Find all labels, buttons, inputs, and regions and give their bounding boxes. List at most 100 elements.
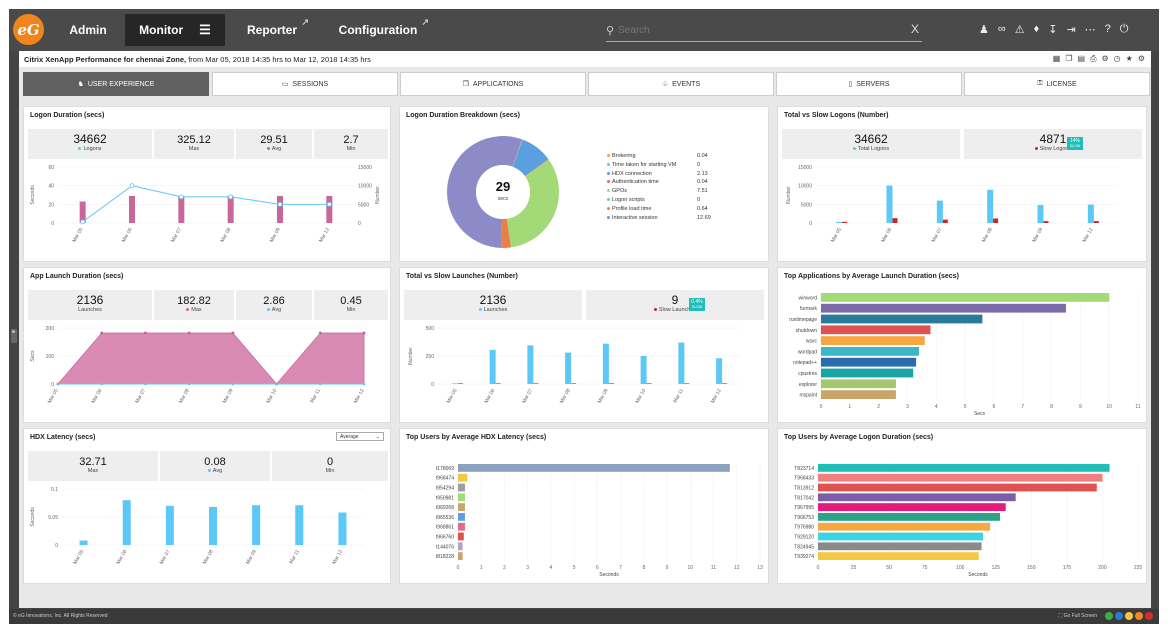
hamburger-menu-icon[interactable]: ☰: [199, 22, 211, 37]
bar: [458, 552, 463, 560]
badge-percent: 14%: [1069, 138, 1080, 144]
stat-min: 2.7 Min: [314, 129, 388, 159]
bar: [722, 383, 728, 384]
y-category-label: T967995: [794, 505, 814, 511]
panel-title: App Launch Duration (secs): [30, 273, 124, 280]
copy-icon[interactable]: ❐: [1065, 54, 1073, 63]
stat-value: 325.12: [177, 134, 211, 146]
stat-label: Max: [87, 468, 99, 474]
x-tick-label: 1: [848, 404, 851, 410]
status-critical-icon[interactable]: [1145, 612, 1153, 620]
stat-label: Launches: [404, 307, 582, 313]
nav-reporter[interactable]: Reporter ↗: [227, 14, 317, 46]
x-tick-label: 4: [935, 404, 938, 410]
data-point: [144, 382, 147, 386]
legend-value: 0.04: [697, 179, 708, 186]
legend-dot: [266, 147, 270, 151]
search-box[interactable]: ⚲ X: [606, 20, 922, 42]
legend-dot: [607, 154, 610, 158]
y-axis-label: Number: [408, 347, 414, 365]
status-indicators: [1105, 612, 1153, 620]
tab-user-experience[interactable]: ♞ USER EXPERIENCE: [23, 72, 209, 96]
x-axis-label: Seconds: [599, 572, 619, 578]
tab-servers[interactable]: ▯ SERVERS: [776, 72, 962, 96]
bar: [565, 352, 572, 384]
donut-slice: [506, 159, 559, 248]
bar: [458, 522, 465, 531]
status-info-icon[interactable]: [1115, 612, 1123, 620]
y-tick-label: 500: [426, 326, 435, 332]
user-icon[interactable]: ♟: [979, 24, 989, 36]
print-icon[interactable]: ⎙: [1090, 54, 1097, 63]
x-tick-label: 0: [817, 565, 820, 571]
y-tick-label: 5000: [358, 202, 369, 208]
y-category-label: t144076: [436, 544, 454, 550]
stat-max: 325.12 Max: [154, 129, 234, 159]
y-category-label: T976980: [794, 525, 814, 531]
bar: [79, 201, 86, 223]
nav-admin[interactable]: Admin: [54, 14, 122, 46]
tab-sessions[interactable]: ▭ SESSIONS: [212, 72, 398, 96]
nav-configuration[interactable]: Configuration ↗: [319, 14, 437, 46]
panel-title: Logon Duration Breakdown (secs): [406, 112, 520, 119]
y-category-label: T968433: [794, 476, 814, 482]
clock-icon[interactable]: ◷: [1113, 54, 1121, 63]
settings-icon[interactable]: ⚙: [1101, 54, 1109, 63]
nav-monitor[interactable]: Monitor ☰: [125, 14, 225, 46]
stat-value: 0.45: [340, 295, 362, 307]
tab-license[interactable]: ⚿ LICENSE: [964, 72, 1150, 96]
x-tick-label: 10: [1106, 404, 1112, 410]
signin-icon[interactable]: ⇥: [1066, 24, 1076, 36]
export-icon[interactable]: ▤: [1077, 54, 1086, 63]
eg-logo[interactable]: eG: [13, 14, 44, 45]
sidebar-toggle-handle[interactable]: ►: [11, 329, 17, 343]
power-icon[interactable]: ⏻: [1119, 23, 1129, 35]
bar: [818, 532, 983, 541]
clear-search-icon[interactable]: X: [910, 22, 919, 36]
x-tick-label: 4: [550, 565, 553, 571]
legend-dot: [607, 206, 610, 210]
bar: [457, 383, 463, 384]
y-category-label: notepad++: [793, 360, 817, 366]
tab-events[interactable]: ♧ EVENTS: [588, 72, 774, 96]
help-icon[interactable]: ?: [1104, 23, 1111, 35]
legend-value: 0: [697, 161, 701, 168]
stat-label: Logons: [28, 146, 152, 152]
download-icon[interactable]: ↧: [1048, 24, 1058, 36]
bell-icon[interactable]: ♦: [1033, 23, 1040, 35]
pdf-icon[interactable]: ▦: [1052, 54, 1061, 63]
status-ok-icon[interactable]: [1105, 612, 1113, 620]
bar: [942, 219, 948, 223]
stat-label: Launches: [78, 307, 102, 313]
x-tick-label: Mar 05: [830, 227, 843, 244]
data-point: [275, 382, 278, 386]
status-warning-icon[interactable]: [1125, 612, 1133, 620]
stat-value: 32.71: [79, 456, 107, 468]
bar: [458, 493, 465, 502]
link-icon[interactable]: ∞: [997, 23, 1006, 35]
aggregation-select[interactable]: Average ⌄: [336, 432, 384, 441]
more-icon[interactable]: ⋯: [1084, 24, 1096, 36]
bar: [277, 195, 283, 223]
x-tick-label: Mar 08: [981, 227, 994, 244]
area-series-max: [57, 332, 365, 385]
search-input[interactable]: [618, 25, 879, 36]
gear-icon[interactable]: ⚙: [1137, 54, 1145, 63]
status-major-icon[interactable]: [1135, 612, 1143, 620]
y-tick-label: 0: [358, 221, 361, 227]
y-tick-label: 15000: [798, 165, 812, 171]
y-tick-label: 0.05: [48, 515, 58, 521]
bar: [818, 552, 979, 560]
tab-applications[interactable]: ❐ APPLICATIONS: [400, 72, 586, 96]
panel-title: Top Users by Average HDX Latency (secs): [406, 434, 547, 441]
x-tick-label: 3: [906, 404, 909, 410]
star-icon[interactable]: ★: [1125, 54, 1133, 63]
bar: [533, 383, 539, 384]
bar: [821, 336, 925, 345]
full-screen-link[interactable]: ⛶ Go Full Screen: [1059, 613, 1097, 619]
alert-icon[interactable]: ⚠: [1014, 24, 1025, 36]
x-tick-label: 1: [480, 565, 483, 571]
data-point: [178, 194, 184, 200]
tab-label: EVENTS: [672, 80, 701, 88]
donut-slice: [447, 136, 523, 248]
